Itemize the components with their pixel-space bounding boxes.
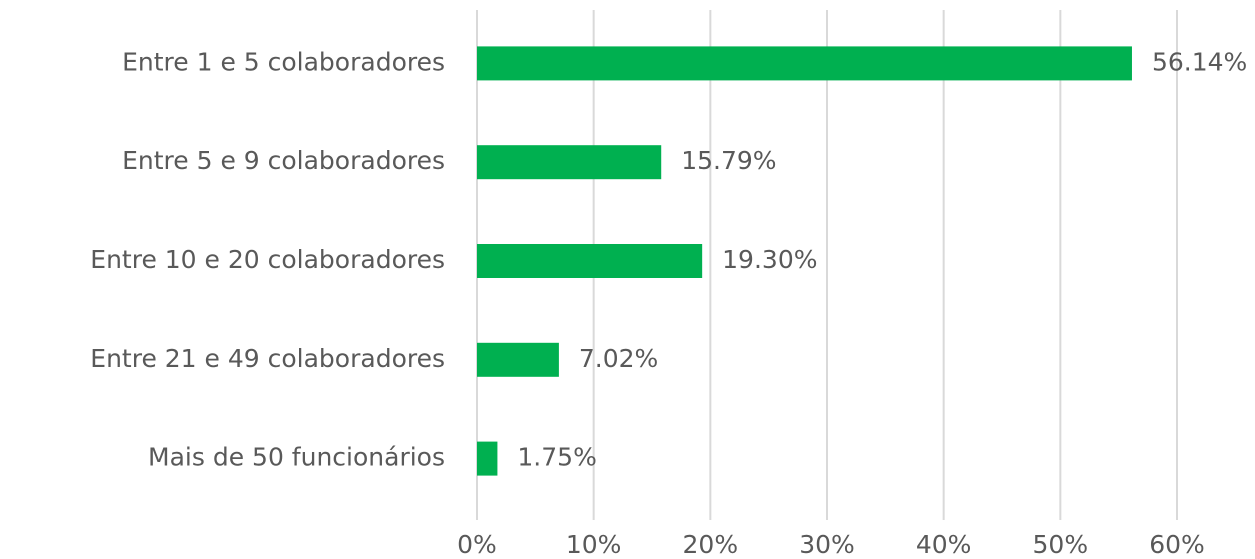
y-tick-label: Entre 10 e 20 colaboradores [90,245,445,274]
x-tick-label: 0% [457,530,497,559]
data-label: 7.02% [579,344,658,373]
x-tick-label: 20% [683,530,739,559]
x-tick-label: 40% [916,530,972,559]
data-label: 1.75% [517,443,596,472]
y-tick-label: Mais de 50 funcionários [148,443,445,472]
bar [477,441,498,476]
x-tick-label: 50% [1033,530,1089,559]
bar [477,46,1132,81]
x-tick-label: 60% [1149,530,1205,559]
x-tick-label: 30% [799,530,855,559]
y-tick-label: Entre 5 e 9 colaboradores [122,146,445,175]
bar [477,145,662,180]
data-label: 19.30% [722,245,817,274]
bar [477,244,703,278]
x-tick-label: 10% [566,530,622,559]
data-label: 56.14% [1152,47,1247,76]
y-tick-label: Entre 1 e 5 colaboradores [122,47,445,76]
bar [477,342,559,377]
data-label: 15.79% [681,146,776,175]
y-tick-label: Entre 21 e 49 colaboradores [90,344,445,373]
